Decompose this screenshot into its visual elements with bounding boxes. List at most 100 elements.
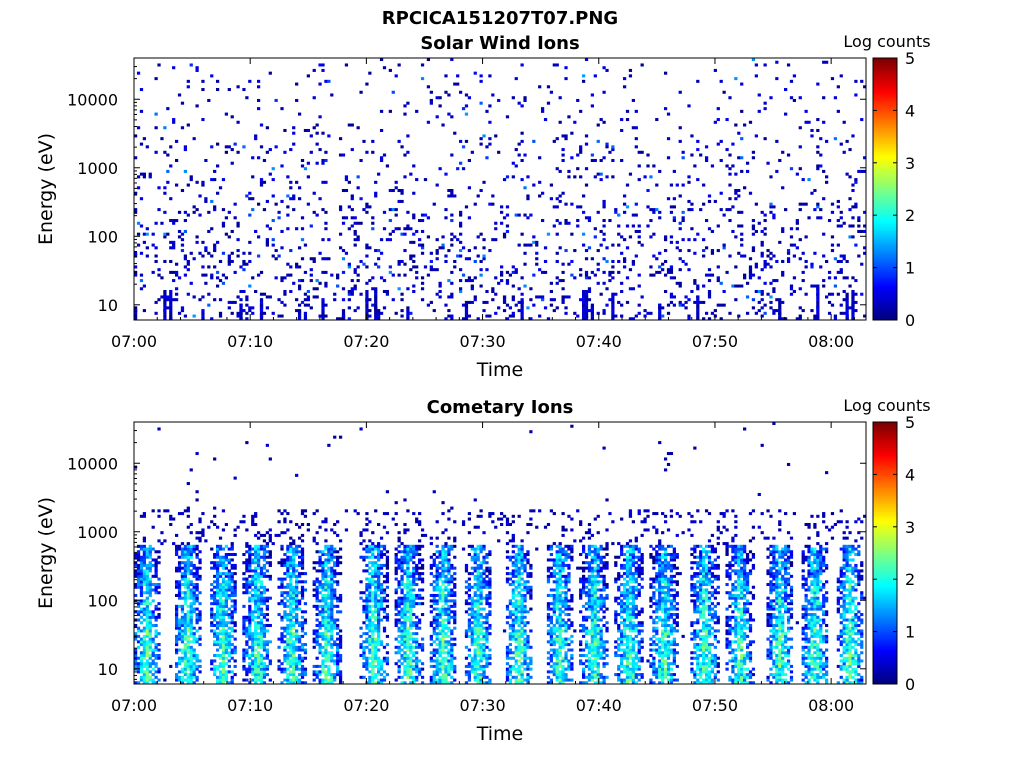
heatmap-cell [350,123,354,127]
heatmap-cell [233,659,237,663]
heatmap-cell [338,539,343,543]
heatmap-cell [813,317,817,320]
heatmap-cell [286,681,290,684]
heatmap-cell [333,662,337,666]
heatmap-cell [283,292,287,296]
heatmap-cell [221,623,226,627]
heatmap-cell [189,664,193,668]
heatmap-cell [312,257,316,261]
heatmap-cell [403,596,407,600]
heatmap-cell [374,593,378,597]
heatmap-cell [198,577,202,581]
heatmap-cell [183,169,188,173]
heatmap-cell [265,607,269,611]
heatmap-cell [163,232,167,236]
heatmap-cell [400,613,404,617]
heatmap-cell [286,656,290,660]
heatmap-cell [435,257,439,261]
heatmap-cell [816,292,820,296]
heatmap-cell [172,240,176,244]
heatmap-cell [327,678,331,682]
heatmap-cell [754,265,758,269]
heatmap-cell [236,224,240,228]
heatmap-cell [136,580,141,584]
colorbar-segment [873,77,897,81]
heatmap-cell [189,653,193,658]
heatmap-cell [444,216,448,220]
heatmap-cell [210,145,214,149]
heatmap-cell [189,670,193,674]
heatmap-cell [251,662,255,666]
heatmap-cell [344,189,349,193]
colorbar-segment [873,114,897,118]
colorbar-tick-label: 4 [905,101,915,120]
heatmap-cell [283,678,287,682]
heatmap-cell [189,667,193,671]
heatmap-cell [374,640,378,644]
heatmap-cell [230,148,234,152]
heatmap-cell [804,109,808,113]
heatmap-cell [318,632,322,636]
heatmap-cell [362,558,366,562]
heatmap-cell [584,317,589,320]
heatmap-cell [444,74,448,78]
heatmap-cell [183,623,188,627]
heatmap-cell [549,298,554,302]
heatmap-cell [136,243,141,247]
heatmap-cell [658,314,662,318]
heatmap-cell [315,599,319,603]
heatmap-cell [816,216,820,220]
heatmap-cell [479,232,483,236]
heatmap-cell [213,555,217,559]
heatmap-cell [134,574,138,578]
heatmap-cell [696,306,700,310]
heatmap-cell [262,180,267,184]
heatmap-cell [280,563,284,567]
heatmap-cell [374,604,378,608]
heatmap-cell [374,180,378,184]
heatmap-cell [406,509,410,513]
heatmap-cell [268,640,272,644]
heatmap-cell [183,257,188,261]
heatmap-cell [324,563,328,567]
heatmap-cell [584,298,589,302]
heatmap-cell [262,553,267,557]
heatmap-cell [497,150,501,154]
heatmap-cell [189,468,193,472]
heatmap-cell [262,311,267,315]
heatmap-cell [418,219,422,223]
heatmap-cell [303,128,308,132]
heatmap-cell [418,561,422,565]
heatmap-cell [540,298,545,302]
heatmap-cell [315,640,319,644]
heatmap-cell [652,164,656,168]
heatmap-cell [420,243,425,247]
heatmap-cell [441,235,445,239]
heatmap-cell [675,281,679,285]
heatmap-cell [201,118,205,122]
heatmap-cell [321,238,325,242]
colorbar-segment [873,199,897,203]
heatmap-cell [409,593,413,597]
heatmap-cell [710,311,715,315]
heatmap-cell [379,572,384,576]
heatmap-cell [172,118,176,122]
heatmap-cell [136,618,141,622]
heatmap-cell [224,599,228,603]
heatmap-cell [262,572,267,576]
heatmap-cell [400,656,404,660]
heatmap-cell [283,303,287,307]
heatmap-cell [409,602,413,606]
y-tick-label: 10 [98,296,118,315]
heatmap-cell [186,593,190,597]
heatmap-cell [245,591,249,595]
heatmap-cell [218,653,223,658]
heatmap-cell [479,273,483,277]
heatmap-cell [371,643,375,647]
heatmap-cell [245,550,249,554]
heatmap-cell [382,210,387,214]
heatmap-cell [816,300,820,304]
heatmap-cell [174,585,179,589]
heatmap-cell [215,525,220,529]
heatmap-cell [784,112,788,116]
